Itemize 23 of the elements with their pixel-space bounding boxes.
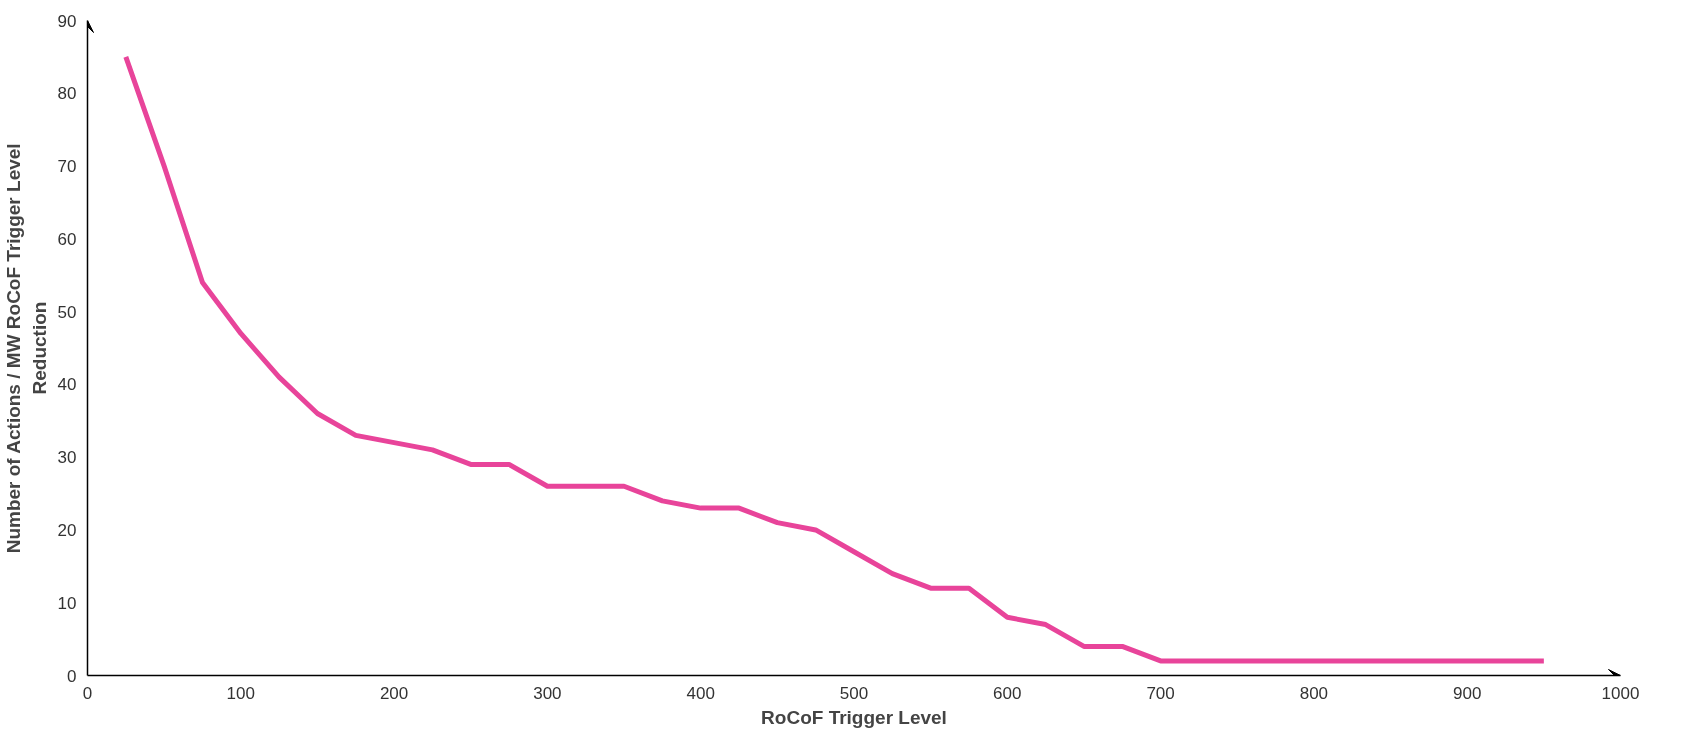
x-tick-label: 200 xyxy=(379,683,409,703)
x-tick-label: 400 xyxy=(686,683,715,703)
y-tick-label: 70 xyxy=(57,157,77,177)
y-tick-label: 90 xyxy=(57,11,77,31)
x-tick-label: 0 xyxy=(82,683,93,703)
y-tick-label: 30 xyxy=(57,448,77,468)
x-tick-label: 900 xyxy=(1453,683,1482,703)
x-tick-label: 500 xyxy=(839,683,869,703)
y-tick-label: 10 xyxy=(57,593,77,613)
y-axis-title: Number of Actions / MW RoCoF Trigger Level Reduction xyxy=(3,143,50,554)
x-axis-title: RoCoF Trigger Level xyxy=(761,706,947,728)
x-tick-label: 700 xyxy=(1146,683,1175,703)
x-tick-label: 600 xyxy=(993,683,1022,703)
y-tick-label: 60 xyxy=(57,229,77,249)
x-tick-label: 800 xyxy=(1299,683,1329,703)
y-tick-label: 40 xyxy=(57,375,77,395)
y-tick-label: 80 xyxy=(57,84,77,104)
x-tick-label: 1000 xyxy=(1601,683,1640,703)
y-tick-label: 20 xyxy=(57,520,77,540)
x-tick-label: 100 xyxy=(226,683,255,703)
y-tick-label: 50 xyxy=(57,302,77,322)
y-tick-label: 0 xyxy=(67,666,77,686)
x-tick-label: 300 xyxy=(533,683,562,703)
